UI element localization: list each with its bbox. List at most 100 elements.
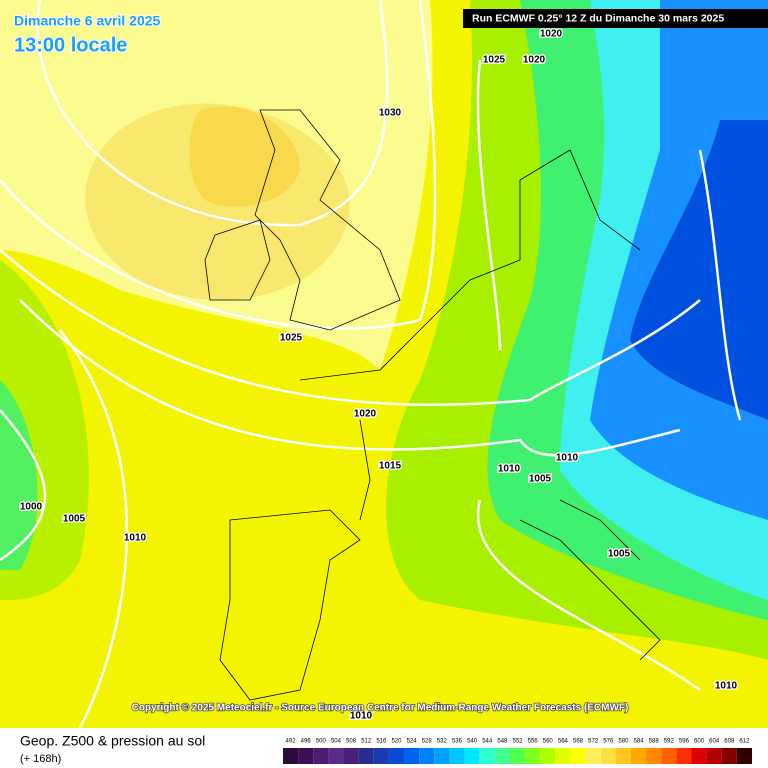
- isobar-label: 1010: [556, 453, 579, 464]
- legend-swatch: [464, 748, 480, 764]
- legend-swatch: [358, 748, 374, 764]
- legend-swatch: [404, 748, 420, 764]
- legend-label: 548: [497, 739, 508, 745]
- legend-label: 600: [694, 739, 705, 745]
- legend-label: 560: [543, 739, 554, 745]
- legend-label: 540: [467, 739, 478, 745]
- isobar-line: [0, 0, 437, 330]
- isobar-labels: 1020 1025 1020 1030 1025 1020 1015 1010 1010 1005…: [19, 27, 739, 723]
- legend-swatch: [449, 748, 465, 764]
- isobar-line: [476, 59, 701, 692]
- legend-swatch: [585, 748, 601, 764]
- legend-swatch: [509, 748, 526, 764]
- coastline: [299, 149, 641, 521]
- green-area: [0, 380, 38, 570]
- legend-swatch: [494, 748, 510, 764]
- legend-label: 544: [482, 739, 493, 745]
- run-box: [463, 9, 768, 28]
- legend-label: 596: [679, 739, 690, 745]
- legend-label: 576: [603, 739, 614, 745]
- coastline: [519, 499, 661, 661]
- legend-label: 584: [634, 739, 645, 745]
- isobar-line: [19, 299, 681, 457]
- legend-label: 528: [422, 739, 433, 745]
- isobar-line: [59, 329, 129, 729]
- coastline: [219, 509, 361, 701]
- isobar-label: 1005: [63, 514, 86, 525]
- legend-swatch: [388, 748, 405, 764]
- legend-label: 508: [346, 739, 357, 745]
- isobar-label: 1010: [715, 681, 738, 692]
- isobar-label: 1005: [608, 549, 631, 560]
- isobar-label: 1000: [20, 502, 43, 513]
- legend-label: 500: [316, 739, 327, 745]
- legend-swatch: [540, 748, 556, 764]
- legend-label: 572: [588, 739, 599, 745]
- legend-swatch: [691, 748, 707, 764]
- legend-label: 552: [512, 739, 523, 745]
- legend-label: 604: [709, 739, 720, 745]
- legend-swatch: [600, 748, 616, 764]
- legend-swatch: [434, 748, 450, 764]
- legend-label: 556: [528, 739, 539, 745]
- legend-label: 568: [573, 739, 584, 745]
- isobar-label: 1025: [483, 55, 506, 66]
- run-info: Run ECMWF 0.25° 12 Z du Dimanche 30 mars…: [472, 12, 724, 24]
- legend-label: 564: [558, 739, 569, 745]
- legend-swatch: [570, 748, 586, 764]
- legend-swatch: [328, 748, 344, 764]
- legend-label: 520: [391, 739, 402, 745]
- copyright: Copyright © 2025 Meteociel.fr - Source E…: [132, 703, 629, 714]
- legend-label: 516: [376, 739, 387, 745]
- legend-label: 524: [407, 739, 418, 745]
- coastline: [204, 219, 271, 301]
- legend-swatch: [525, 748, 541, 764]
- isobar-label: 1020: [523, 55, 546, 66]
- legend-label: 504: [331, 739, 342, 745]
- legend-label: 608: [724, 739, 735, 745]
- isobar-label: 1010: [498, 464, 521, 475]
- isobar-label: 1010: [124, 533, 147, 544]
- legend-label: 536: [452, 739, 463, 745]
- date: Dimanche 6 avril 2025: [14, 13, 161, 29]
- isobar-label: 1025: [280, 333, 303, 344]
- isobar-label: 1030: [379, 108, 402, 119]
- legend-swatch: [721, 748, 737, 764]
- legend-label: 588: [649, 739, 660, 745]
- isobar-line: [0, 409, 47, 562]
- isobar-line: [0, 249, 701, 407]
- legend-swatch: [373, 748, 389, 764]
- legend-label: 612: [739, 739, 750, 745]
- coastlines: [204, 109, 661, 701]
- legend-label: 580: [618, 739, 629, 745]
- isobar-label: 1020: [540, 29, 563, 40]
- isobar-label: 1005: [529, 474, 552, 485]
- legend-swatch: [298, 748, 314, 764]
- low-core: [630, 120, 768, 420]
- legend-swatch: [479, 748, 495, 764]
- footer-range: (+ 168h): [20, 753, 61, 765]
- legend-label: 592: [664, 739, 675, 745]
- legend-label: 492: [286, 739, 297, 745]
- legend-swatch: [313, 748, 329, 764]
- legend-swatch: [615, 748, 631, 764]
- footer-title: Geop. Z500 & pression au sol: [20, 733, 205, 749]
- isobar-line: [698, 149, 742, 421]
- legend: 492 496 500 504 508 512 516 520 524 528 532 536 540 5…: [283, 739, 752, 764]
- orange-area: [85, 103, 350, 300]
- time: 13:00 locale: [14, 34, 127, 56]
- legend-swatch: [661, 748, 677, 764]
- isobar-label: 1015: [379, 461, 402, 472]
- legend-label: 512: [361, 739, 372, 745]
- legend-swatch: [343, 748, 359, 764]
- legend-swatch: [419, 748, 435, 764]
- legend-swatch: [736, 748, 752, 764]
- legend-label: 532: [437, 739, 448, 745]
- legend-label: 496: [301, 739, 312, 745]
- legend-swatch: [555, 748, 571, 764]
- legend-swatch: [676, 748, 692, 764]
- isobar-label: 1020: [354, 409, 377, 420]
- isobar-lines: [0, 0, 742, 729]
